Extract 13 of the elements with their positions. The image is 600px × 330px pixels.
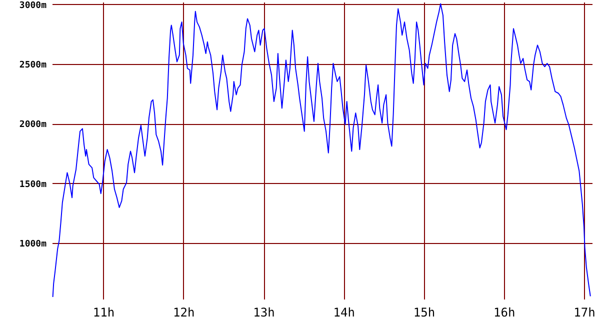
x-tick-label: 17h <box>574 306 596 320</box>
y-tick-label: 2000m <box>19 120 48 130</box>
x-tick-label: 16h <box>494 306 516 320</box>
x-tick-label: 15h <box>413 306 436 320</box>
x-tick-label: 12h <box>173 306 195 320</box>
y-tick-label: 2500m <box>19 60 48 71</box>
y-tick-label: 1000m <box>19 239 48 250</box>
x-tick-label: 13h <box>253 306 275 320</box>
x-tick-label: 11h <box>92 306 115 320</box>
y-tick-label: 3000m <box>19 0 48 11</box>
y-tick-label: 1500m <box>19 180 48 190</box>
x-tick-label: 14h <box>333 306 355 320</box>
line-series <box>52 3 591 298</box>
